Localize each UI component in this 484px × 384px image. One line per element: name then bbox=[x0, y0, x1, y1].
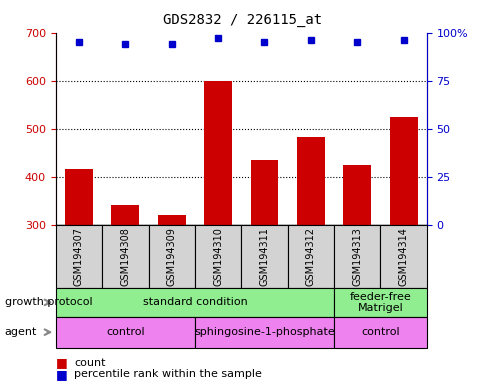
Bar bbox=[157, 215, 185, 225]
Bar bbox=[56, 288, 333, 317]
Bar bbox=[65, 169, 93, 225]
Text: GSM194313: GSM194313 bbox=[351, 227, 362, 286]
Text: GSM194312: GSM194312 bbox=[305, 227, 315, 286]
Text: GSM194309: GSM194309 bbox=[166, 227, 176, 286]
Text: GSM194311: GSM194311 bbox=[259, 227, 269, 286]
Bar bbox=[333, 225, 379, 288]
Text: count: count bbox=[74, 358, 106, 368]
Bar bbox=[148, 225, 195, 288]
Text: GSM194310: GSM194310 bbox=[212, 227, 223, 286]
Text: ■: ■ bbox=[56, 356, 67, 369]
Bar bbox=[333, 317, 426, 348]
Bar bbox=[241, 225, 287, 288]
Bar bbox=[204, 81, 231, 225]
Text: GSM194308: GSM194308 bbox=[120, 227, 130, 286]
Text: control: control bbox=[361, 327, 399, 337]
Text: ■: ■ bbox=[56, 368, 67, 381]
Text: feeder-free
Matrigel: feeder-free Matrigel bbox=[349, 291, 410, 313]
Bar bbox=[195, 225, 241, 288]
Bar bbox=[389, 117, 417, 225]
Text: standard condition: standard condition bbox=[142, 297, 247, 308]
Text: GSM194307: GSM194307 bbox=[74, 227, 84, 286]
Bar bbox=[287, 225, 333, 288]
Bar bbox=[250, 160, 278, 225]
Text: percentile rank within the sample: percentile rank within the sample bbox=[74, 369, 261, 379]
Bar bbox=[296, 137, 324, 225]
Text: control: control bbox=[106, 327, 144, 337]
Bar bbox=[102, 225, 148, 288]
Bar bbox=[111, 205, 139, 225]
Text: sphingosine-1-phosphate: sphingosine-1-phosphate bbox=[194, 327, 334, 337]
Bar bbox=[56, 225, 102, 288]
Text: GDS2832 / 226115_at: GDS2832 / 226115_at bbox=[163, 13, 321, 27]
Text: GSM194314: GSM194314 bbox=[398, 227, 408, 286]
Bar bbox=[56, 317, 195, 348]
Bar bbox=[379, 225, 426, 288]
Text: agent: agent bbox=[5, 327, 37, 337]
Bar bbox=[333, 288, 426, 317]
Bar bbox=[343, 165, 370, 225]
Bar bbox=[195, 317, 333, 348]
Text: growth protocol: growth protocol bbox=[5, 297, 92, 308]
